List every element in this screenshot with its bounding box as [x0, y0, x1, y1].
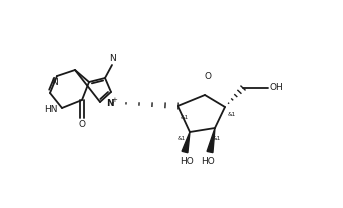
Text: N: N: [110, 54, 116, 63]
Text: &1: &1: [181, 115, 189, 120]
Text: &1: &1: [178, 136, 186, 141]
Text: N: N: [106, 99, 114, 108]
Text: HO: HO: [180, 157, 194, 166]
Text: &1: &1: [213, 136, 221, 141]
Text: N: N: [52, 78, 58, 87]
Text: OH: OH: [270, 83, 284, 93]
Polygon shape: [207, 128, 215, 153]
Text: &1: &1: [228, 112, 236, 117]
Text: +: +: [111, 97, 117, 103]
Text: HN: HN: [45, 104, 58, 114]
Polygon shape: [182, 132, 190, 153]
Text: O: O: [204, 72, 212, 81]
Text: HO: HO: [201, 157, 215, 166]
Text: O: O: [79, 120, 85, 129]
